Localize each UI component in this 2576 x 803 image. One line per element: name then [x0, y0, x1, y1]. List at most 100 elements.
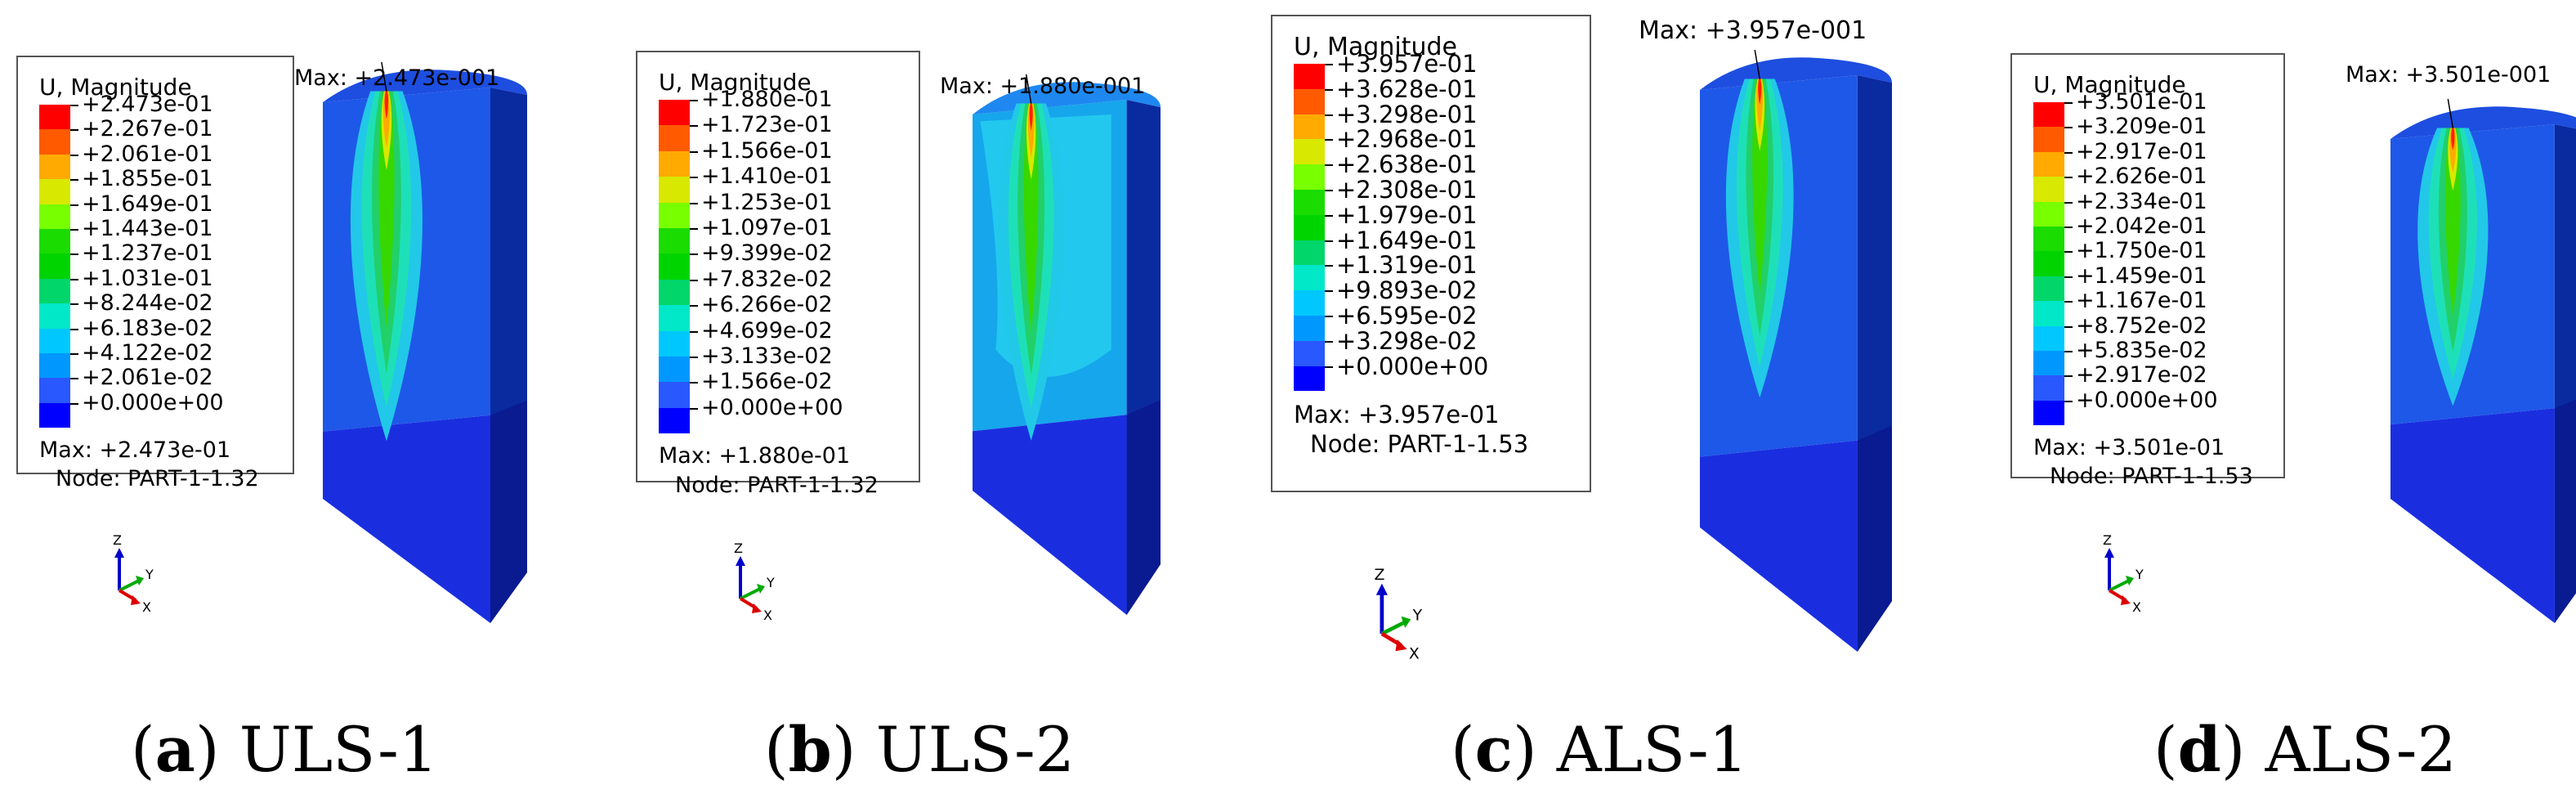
z-axis-head [114, 548, 124, 558]
legend-value-label: +7.832e-02 [701, 266, 833, 292]
legend-value-label: +5.835e-02 [2076, 338, 2207, 363]
contour-band [2451, 128, 2455, 150]
legend-color-swatch [1294, 214, 1325, 240]
panel-caption: (d) ALS-2 [2153, 713, 2457, 786]
legend-color-swatch [2033, 227, 2064, 252]
legend-tick [1325, 64, 1333, 65]
legend-tick [2064, 227, 2073, 228]
legend-value-label: +3.628e-01 [1336, 74, 1478, 103]
legend-color-swatch [659, 100, 690, 126]
max-marker-line [1025, 74, 1032, 104]
legend-tick [1325, 190, 1333, 191]
legend-value-label: +8.244e-02 [82, 290, 213, 316]
legend-color-swatch [2033, 251, 2064, 276]
legend-max-text: Max: +3.957e-01 [1294, 401, 1500, 429]
legend-color-swatch [1294, 340, 1325, 366]
model-front-lower [323, 415, 490, 623]
contour-band [1023, 103, 1039, 332]
legend-value-label: +3.298e-01 [1336, 100, 1478, 128]
y-axis-label: Y [766, 575, 775, 590]
legend-color-swatch [659, 202, 690, 228]
legend-tick [2064, 127, 2073, 129]
legend-value-label: +0.000e+00 [82, 389, 224, 415]
x-axis-head [1395, 639, 1407, 652]
caption-text: ) ULS-1 [195, 713, 439, 786]
max-marker-line [1754, 49, 1760, 79]
model-side-lower [1857, 425, 1892, 652]
legend-color-swatch [1294, 190, 1325, 215]
legend-tick [2064, 102, 2073, 104]
legend-value-label: +3.209e-01 [2076, 114, 2207, 140]
legend-tick [70, 303, 78, 306]
model-max-label: Max: +2.473e-001 [294, 65, 500, 91]
legend-node-text: Node: PART-1-1.32 [675, 473, 879, 499]
y-axis-label: Y [145, 567, 154, 582]
contour-model [973, 74, 1161, 615]
y-axis-label: Y [1412, 606, 1423, 624]
legend-value-label: +2.473e-01 [82, 92, 213, 117]
axis-triad: Z Y X [113, 532, 154, 613]
y-axis-arrow [1380, 620, 1407, 636]
y-axis-head [1401, 616, 1411, 628]
legend-value-label: +2.917e-02 [2076, 362, 2207, 388]
legend-value-label: +1.750e-01 [2076, 238, 2207, 264]
legend-value-label: +0.000e+00 [2076, 387, 2218, 413]
legend-value-label: +2.042e-01 [2076, 213, 2207, 239]
legend-tick [1325, 114, 1333, 116]
legend-color-swatch [39, 204, 70, 229]
contour-band [378, 91, 395, 329]
contour-model [1700, 49, 1892, 652]
caption-letter: c [1474, 713, 1513, 786]
legend-value-label: +2.968e-01 [1336, 125, 1478, 154]
axis-triad: Z Y X [1374, 566, 1423, 661]
legend-color-swatch [2033, 201, 2064, 227]
legend-color-swatch [2033, 325, 2064, 351]
legend-value-label: +3.501e-01 [2076, 89, 2207, 114]
legend-tick [1325, 139, 1333, 141]
contour-band [1029, 103, 1033, 131]
legend-value-label: +2.061e-02 [82, 365, 213, 391]
model-max-label: Max: +3.501e-001 [2346, 62, 2551, 87]
x-axis-label: X [763, 608, 772, 621]
legend-value-label: +1.097e-01 [701, 215, 833, 240]
legend-tick [2064, 351, 2073, 352]
legend-color-swatch [39, 179, 70, 204]
legend-value-label: +0.000e+00 [1336, 352, 1489, 380]
y-axis-head [757, 584, 765, 594]
legend-color-swatch [39, 378, 70, 403]
legend-color-swatch [2033, 151, 2064, 177]
legend-tick [2064, 177, 2073, 179]
legend-color-swatch [659, 150, 690, 177]
legend-tick [690, 382, 698, 384]
legend-color-swatch [1294, 164, 1325, 190]
z-axis-label: Z [113, 532, 122, 548]
legend-color-swatch [2033, 276, 2064, 302]
model-max-label: Max: +3.957e-001 [1639, 16, 1867, 45]
legend-value-label: +1.723e-01 [701, 112, 833, 138]
panel-caption: (c) ALS-1 [1451, 713, 1748, 786]
y-axis-label: Y [2135, 567, 2144, 582]
legend-tick [1325, 340, 1333, 343]
legend-color-swatch [659, 357, 690, 383]
x-axis-head [752, 603, 762, 613]
legend-box: U, Magnitude +1.880e-01 +1.723e-01 +1.566e-… [636, 51, 920, 498]
legend-node-text: Node: PART-1-1.53 [2050, 464, 2253, 490]
legend-color-swatch [39, 129, 70, 155]
legend-tick [70, 378, 78, 380]
legend-box: U, Magnitude +2.473e-01 +2.267e-01 +2.061e-… [16, 56, 294, 491]
legend-tick [690, 202, 698, 204]
legend-tick [690, 253, 698, 256]
legend-tick [1325, 290, 1333, 293]
legend-value-label: +3.133e-02 [701, 343, 833, 369]
legend-tick [690, 100, 698, 101]
legend-value-label: +1.566e-02 [701, 369, 833, 395]
legend-color-swatch [2033, 127, 2064, 152]
legend-tick [70, 154, 78, 156]
caption-text: ) ALS-1 [1512, 713, 1748, 786]
x-axis-head [131, 595, 141, 605]
contour-model [2390, 98, 2576, 623]
legend-color-swatch [659, 279, 690, 306]
legend-tick [690, 330, 698, 333]
legend-color-swatch [39, 402, 70, 428]
legend-tick [2064, 251, 2073, 253]
